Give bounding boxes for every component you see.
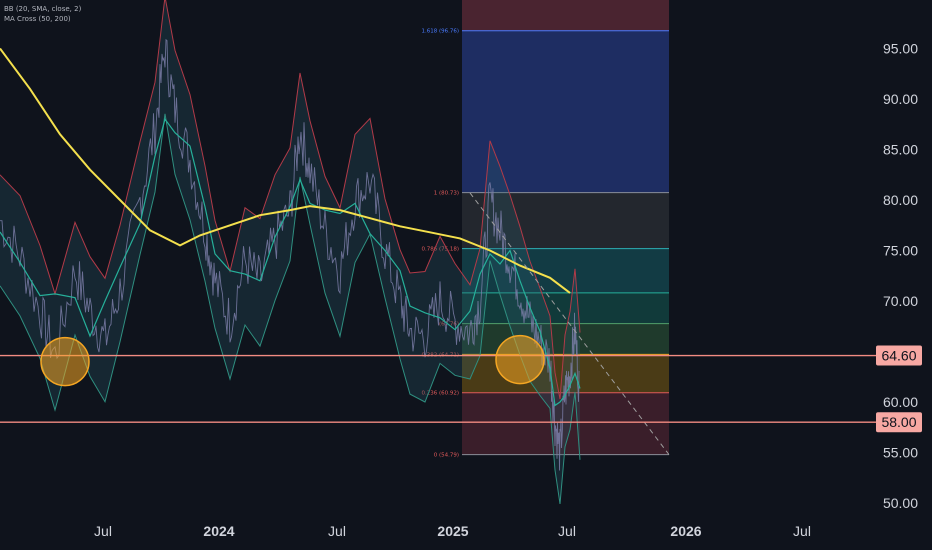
price-tick-label: 90.00 (883, 91, 918, 107)
fib-level-label: 0.786 (75.18) (421, 247, 459, 253)
price-tick-label: 80.00 (883, 192, 918, 208)
bollinger-lower-band (0, 113, 581, 504)
price-axis[interactable]: 95.00 90.00 85.00 80.00 75.00 70.00 60.00 55.00… (876, 41, 922, 512)
time-tick-label: 2025 (437, 523, 468, 539)
highlight-circle (40, 336, 90, 387)
ma-200-line (0, 47, 571, 294)
bollinger-bands-legend[interactable]: BB (20, SMA, close, 2) (4, 5, 82, 13)
price-tick-label: 50.00 (883, 495, 918, 511)
time-tick-label: 2026 (670, 523, 701, 539)
highlight-circle (495, 334, 545, 385)
price-level-tag[interactable] (876, 412, 922, 433)
time-tick-label: Jul (94, 523, 112, 539)
price-tick-label: 75.00 (883, 243, 918, 259)
price-tick-label: 70.00 (883, 293, 918, 309)
trend-projection-line (469, 192, 670, 455)
fib-zone-1 (462, 30, 669, 193)
time-tick-label: 2024 (203, 523, 234, 539)
fib-zone-4 (462, 292, 669, 324)
price-level-tag[interactable] (876, 345, 922, 366)
bollinger-band-fill (0, 0, 580, 504)
time-tick-label: Jul (793, 523, 811, 539)
indicator-legend: BB (20, SMA, close, 2) MA Cross (50, 200… (4, 4, 81, 24)
time-tick-label: Jul (558, 523, 576, 539)
fib-level-label: 1 (80.73) (434, 191, 459, 197)
price-level-tag-label: 64.60 (881, 348, 916, 364)
fib-zone-5 (462, 323, 669, 355)
price-tick-label: 55.00 (883, 445, 918, 461)
fib-level-label: 0.236 (60.92) (421, 391, 459, 397)
fib-level-label: 0 (54.79) (434, 453, 459, 459)
price-tick-label: 60.00 (883, 394, 918, 410)
price-tick-label: 85.00 (883, 142, 918, 158)
price-tick-label: 95.00 (883, 41, 918, 57)
ma-cross-legend[interactable]: MA Cross (50, 200) (4, 15, 71, 23)
price-level-tag-label: 58.00 (881, 414, 916, 430)
fib-level-label: 1.618 (96.76) (421, 29, 459, 35)
fib-zone-3 (462, 248, 669, 293)
plot-area: 1.618 (96.76)1 (80.73)0.786 (75.18)(67.7… (0, 0, 878, 504)
time-axis[interactable]: Jul 2024 Jul 2025 Jul 2026 Jul (94, 523, 811, 539)
fib-zone-0 (462, 0, 669, 31)
bollinger-basis (0, 117, 581, 407)
time-tick-label: Jul (328, 523, 346, 539)
